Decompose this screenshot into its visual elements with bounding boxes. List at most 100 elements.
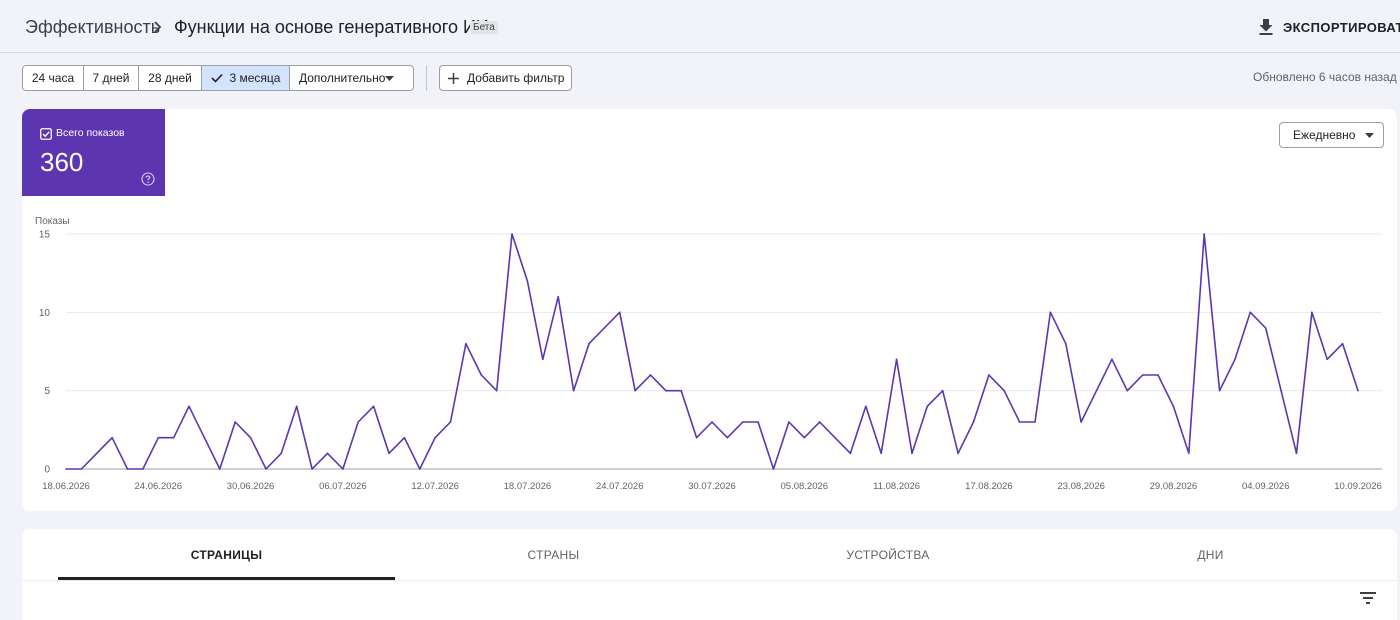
breadcrumb-root[interactable]: Эффективность [25, 17, 161, 37]
tab-label: СТРАНЫ [527, 547, 580, 562]
data-point [203, 436, 206, 439]
page-title: Функции на основе генеративного ИИ [174, 17, 489, 37]
data-point [757, 421, 759, 423]
data-point [1295, 452, 1298, 455]
tab-pages[interactable]: СТРАНИЦЫ [58, 529, 395, 580]
data-point [803, 436, 806, 439]
data-point [526, 280, 529, 282]
export-label: ЭКСПОРТИРОВАТЬ [1283, 19, 1400, 35]
data-point [634, 389, 636, 392]
header: Эффективность Функции на основе генерати… [0, 0, 1400, 53]
data-point [95, 452, 98, 455]
data-point [1357, 389, 1359, 392]
x-tick-label: 30.07.2026 [688, 481, 736, 492]
range-more-dropdown[interactable]: Дополнительно [290, 66, 413, 90]
data-point [1249, 311, 1252, 314]
total-impressions-metric[interactable]: Всего показов 360 [22, 109, 165, 196]
dropdown-arrow-icon [1365, 133, 1374, 138]
tab-countries[interactable]: СТРАНЫ [395, 529, 712, 580]
x-tick-label: 23.08.2026 [1057, 481, 1105, 492]
range-28d-button[interactable]: 28 дней [139, 66, 202, 90]
data-point [603, 327, 606, 329]
data-point [588, 342, 590, 345]
x-tick-label: 10.09.2026 [1334, 481, 1382, 492]
dimension-tabs-card: СТРАНИЦЫ СТРАНЫ УСТРОЙСТВА ДНИ [22, 529, 1397, 620]
data-point [1080, 421, 1082, 423]
x-tick-label: 18.07.2026 [504, 481, 552, 492]
data-point [465, 342, 467, 345]
data-point [188, 405, 190, 408]
x-tick-label: 29.08.2026 [1150, 481, 1198, 492]
data-point [972, 421, 975, 423]
y-tick-label: 15 [39, 230, 51, 241]
data-point [895, 358, 898, 361]
filter-icon[interactable] [1359, 591, 1377, 605]
data-point [911, 452, 913, 455]
export-button[interactable]: ЭКСПОРТИРОВАТЬ [1258, 16, 1400, 38]
toolbar-divider [426, 65, 427, 91]
impressions-chart: Показы 0 5 10 15 18.06.2026 24.06.2026 30.06.20… [35, 216, 1382, 492]
data-point [1264, 327, 1267, 329]
tab-label: СТРАНИЦЫ [190, 547, 263, 562]
x-tick-label: 05.08.2026 [781, 481, 829, 492]
data-point [449, 421, 452, 423]
tab-days[interactable]: ДНИ [1064, 529, 1357, 580]
data-point [311, 468, 313, 470]
add-filter-button[interactable]: Добавить фильтр [439, 65, 572, 91]
data-point [157, 436, 160, 439]
help-icon[interactable] [141, 172, 155, 186]
data-point [280, 452, 283, 455]
data-point [234, 421, 236, 423]
range-label: Дополнительно [299, 71, 386, 85]
data-point [618, 311, 621, 314]
data-point [219, 468, 221, 470]
data-point [1064, 342, 1067, 345]
tab-label: УСТРОЙСТВА [846, 547, 930, 562]
tab-devices[interactable]: УСТРОЙСТВА [712, 529, 1064, 580]
data-point [865, 405, 867, 408]
data-point [111, 436, 113, 439]
range-label: 28 дней [148, 71, 192, 85]
add-filter-label: Добавить фильтр [467, 71, 565, 85]
frequency-label: Ежедневно [1293, 128, 1356, 142]
y-tick-label: 10 [39, 308, 51, 319]
data-point [680, 389, 683, 392]
performance-chart-card: Показы 0 5 10 15 18.06.2026 24.06.2026 30.06.20… [22, 109, 1397, 511]
impressions-series-line [66, 233, 1359, 470]
plus-icon [448, 72, 459, 84]
range-24h-button[interactable]: 24 часа [23, 66, 84, 90]
x-tick-label: 11.08.2026 [873, 481, 920, 492]
data-point [372, 405, 375, 408]
x-tick-label: 04.09.2026 [1242, 481, 1290, 492]
checkbox-checked-icon[interactable] [40, 128, 52, 140]
data-point [542, 358, 544, 361]
data-point [1095, 389, 1098, 392]
download-icon [1259, 19, 1273, 35]
range-label: 3 месяца [229, 71, 281, 85]
range-7d-button[interactable]: 7 дней [84, 66, 139, 90]
x-tick-label: 18.06.2026 [42, 481, 90, 492]
data-point [741, 421, 744, 423]
data-point [572, 389, 575, 392]
x-tick-label: 17.08.2026 [965, 481, 1013, 492]
data-point [695, 436, 698, 439]
data-point [342, 468, 344, 470]
data-point [726, 436, 729, 439]
data-point [557, 295, 559, 298]
data-point [357, 421, 360, 423]
range-label: 24 часа [31, 71, 75, 85]
check-icon [210, 73, 223, 83]
range-3m-button[interactable]: 3 месяца [202, 66, 290, 90]
data-point [1326, 358, 1329, 361]
x-tick-label: 06.07.2026 [319, 481, 367, 492]
data-point [1172, 405, 1175, 408]
y-tick-label: 5 [44, 386, 50, 397]
data-point [1141, 374, 1144, 376]
metric-value: 360 [40, 147, 84, 177]
active-tab-indicator [58, 577, 395, 580]
data-point [941, 389, 944, 392]
data-point [326, 452, 329, 455]
frequency-dropdown[interactable]: Ежедневно [1279, 122, 1384, 148]
date-range-selector: 24 часа 7 дней 28 дней 3 месяца Дополнит… [22, 65, 414, 91]
x-tick-label: 12.07.2026 [411, 481, 459, 492]
